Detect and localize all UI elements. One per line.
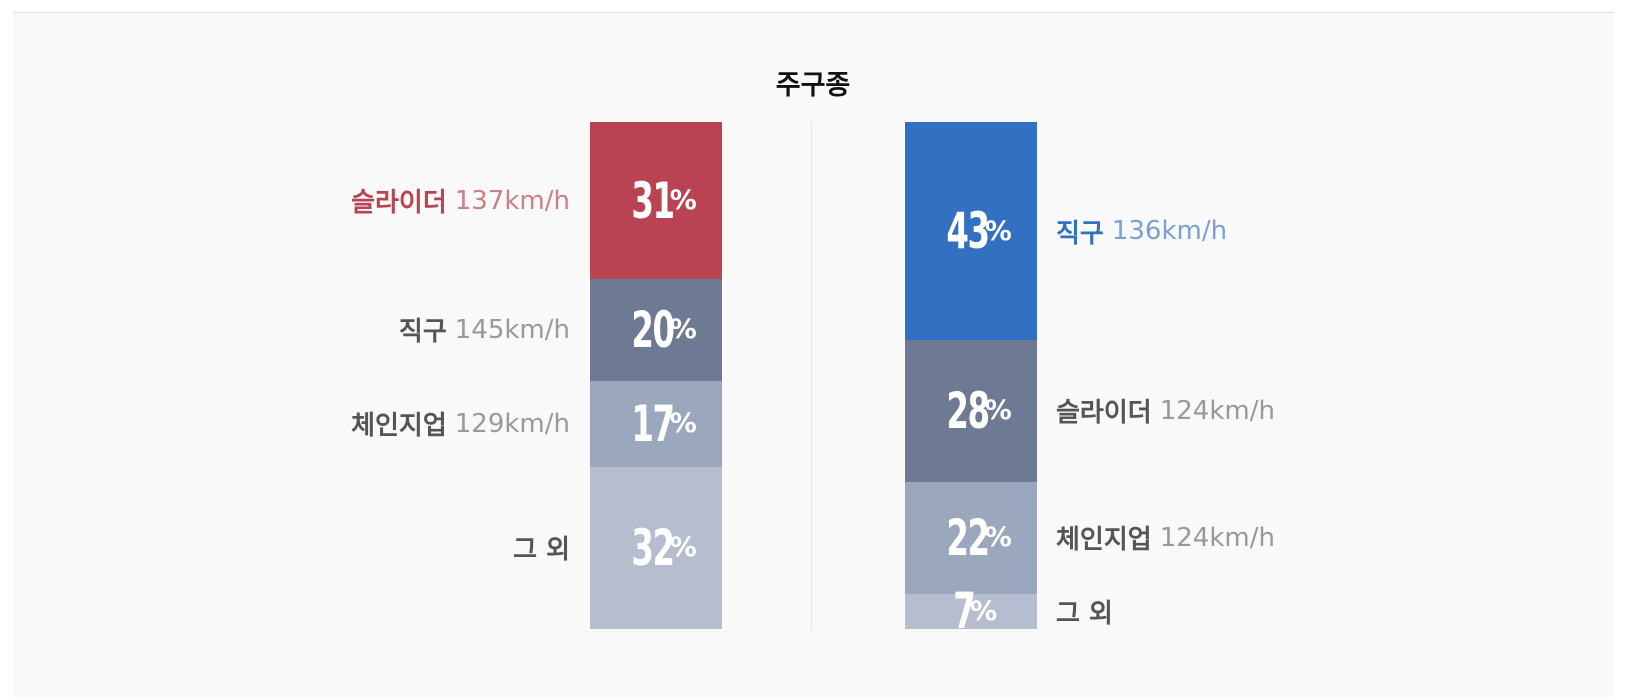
right-segment-label: 체인지업 124km/h xyxy=(1056,520,1275,556)
segment-value-label: 31 xyxy=(631,171,676,230)
percent-sign: % xyxy=(984,522,1012,554)
left-segment-label: 그 외 xyxy=(513,530,570,566)
percent-sign: % xyxy=(984,215,1012,247)
right-bar-segment: 7% xyxy=(905,582,1037,640)
pitch-name: 체인지업 xyxy=(1056,525,1152,556)
center-divider xyxy=(811,122,812,630)
pitch-name: 직구 xyxy=(398,317,447,348)
segment-value-label: 7 xyxy=(953,582,976,641)
right-bar-segment: 43% xyxy=(905,122,1037,340)
left-segment-label: 체인지업 129km/h xyxy=(351,406,570,442)
right-segment-label: 직구 136km/h xyxy=(1056,213,1227,249)
pitch-name: 슬라이더 xyxy=(1056,398,1152,429)
chart-panel xyxy=(13,12,1613,697)
chart-title: 주구종 xyxy=(775,70,851,101)
segment-value-label: 20 xyxy=(631,300,676,359)
pitch-speed: 124km/h xyxy=(1159,395,1275,426)
segment-value-label: 28 xyxy=(946,381,991,440)
right-segment-label: 그 외 xyxy=(1056,593,1113,629)
pitch-speed: 124km/h xyxy=(1159,522,1275,553)
left-segment-label: 슬라이더 137km/h xyxy=(351,183,570,219)
segment-value-label: 32 xyxy=(631,518,676,577)
pitch-speed: 129km/h xyxy=(454,408,570,439)
pitch-name: 슬라이더 xyxy=(351,188,447,219)
segment-value-label: 22 xyxy=(946,508,991,567)
left-bar-segment: 20% xyxy=(590,279,722,381)
pitch-speed: 145km/h xyxy=(454,314,570,345)
right-bar-segment: 22% xyxy=(905,481,1037,594)
right-segment-label: 슬라이더 124km/h xyxy=(1056,393,1275,429)
pitch-name: 체인지업 xyxy=(351,411,447,442)
right-stacked-bar: 43% 28% 22% 7% xyxy=(905,122,1037,640)
segment-value-label: 17 xyxy=(631,394,676,453)
pitch-name: 그 외 xyxy=(1056,598,1113,629)
percent-sign: % xyxy=(669,314,697,346)
pitch-name: 그 외 xyxy=(513,535,570,566)
percent-sign: % xyxy=(669,408,697,440)
percent-sign: % xyxy=(669,185,697,217)
right-bar-segment: 28% xyxy=(905,340,1037,482)
left-bar-segment: 31% xyxy=(590,122,722,280)
segment-value-label: 43 xyxy=(946,202,991,260)
left-stacked-bar: 31% 20% 17% 32% xyxy=(590,122,722,629)
pitch-speed: 137km/h xyxy=(454,185,570,216)
pitch-speed: 136km/h xyxy=(1111,216,1228,246)
left-bar-segment: 17% xyxy=(590,380,722,467)
percent-sign: % xyxy=(669,532,697,564)
left-segment-label: 직구 145km/h xyxy=(399,312,570,348)
pitch-name: 직구 xyxy=(1056,218,1104,249)
percent-sign: % xyxy=(970,595,998,627)
left-bar-segment: 32% xyxy=(590,466,722,629)
percent-sign: % xyxy=(984,395,1012,427)
